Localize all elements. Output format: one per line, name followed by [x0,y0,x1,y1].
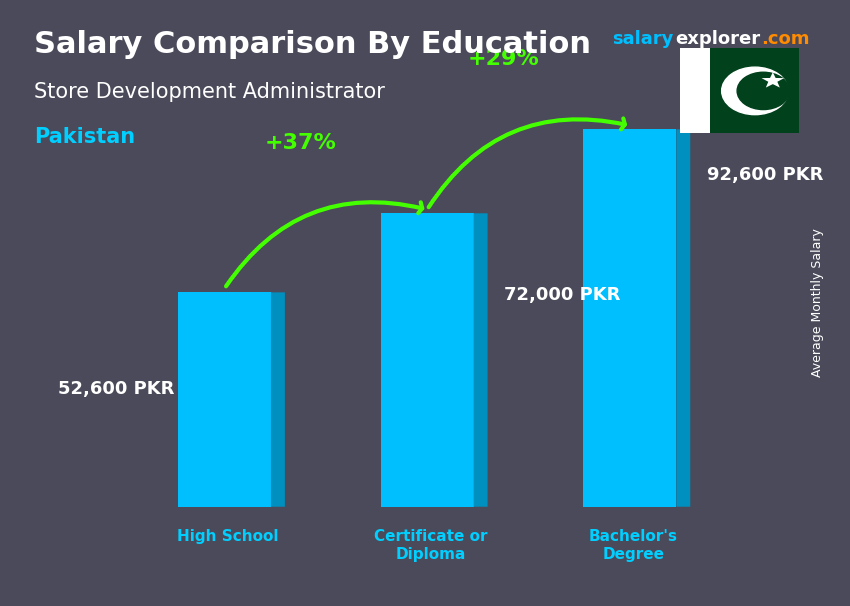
Circle shape [737,72,790,110]
Text: Pakistan: Pakistan [34,127,135,147]
Text: Store Development Administrator: Store Development Administrator [34,82,385,102]
Text: salary: salary [612,30,673,48]
Polygon shape [677,129,690,507]
Circle shape [722,67,788,115]
Polygon shape [583,129,677,507]
Polygon shape [762,72,785,88]
Text: +29%: +29% [468,49,539,69]
Text: 52,600 PKR: 52,600 PKR [59,380,174,398]
Polygon shape [680,48,710,133]
Polygon shape [473,213,488,507]
Text: explorer: explorer [676,30,761,48]
Polygon shape [178,292,271,507]
Text: 92,600 PKR: 92,600 PKR [706,165,823,184]
Text: .com: .com [761,30,809,48]
Text: High School: High School [177,529,279,544]
Polygon shape [710,48,799,133]
Text: Average Monthly Salary: Average Monthly Salary [812,228,824,378]
Text: 72,000 PKR: 72,000 PKR [504,287,620,304]
Text: Certificate or
Diploma: Certificate or Diploma [374,529,487,562]
Polygon shape [271,292,285,507]
Text: +37%: +37% [264,133,337,153]
Text: Salary Comparison By Education: Salary Comparison By Education [34,30,591,59]
Polygon shape [381,213,473,507]
Text: Bachelor's
Degree: Bachelor's Degree [589,529,677,562]
